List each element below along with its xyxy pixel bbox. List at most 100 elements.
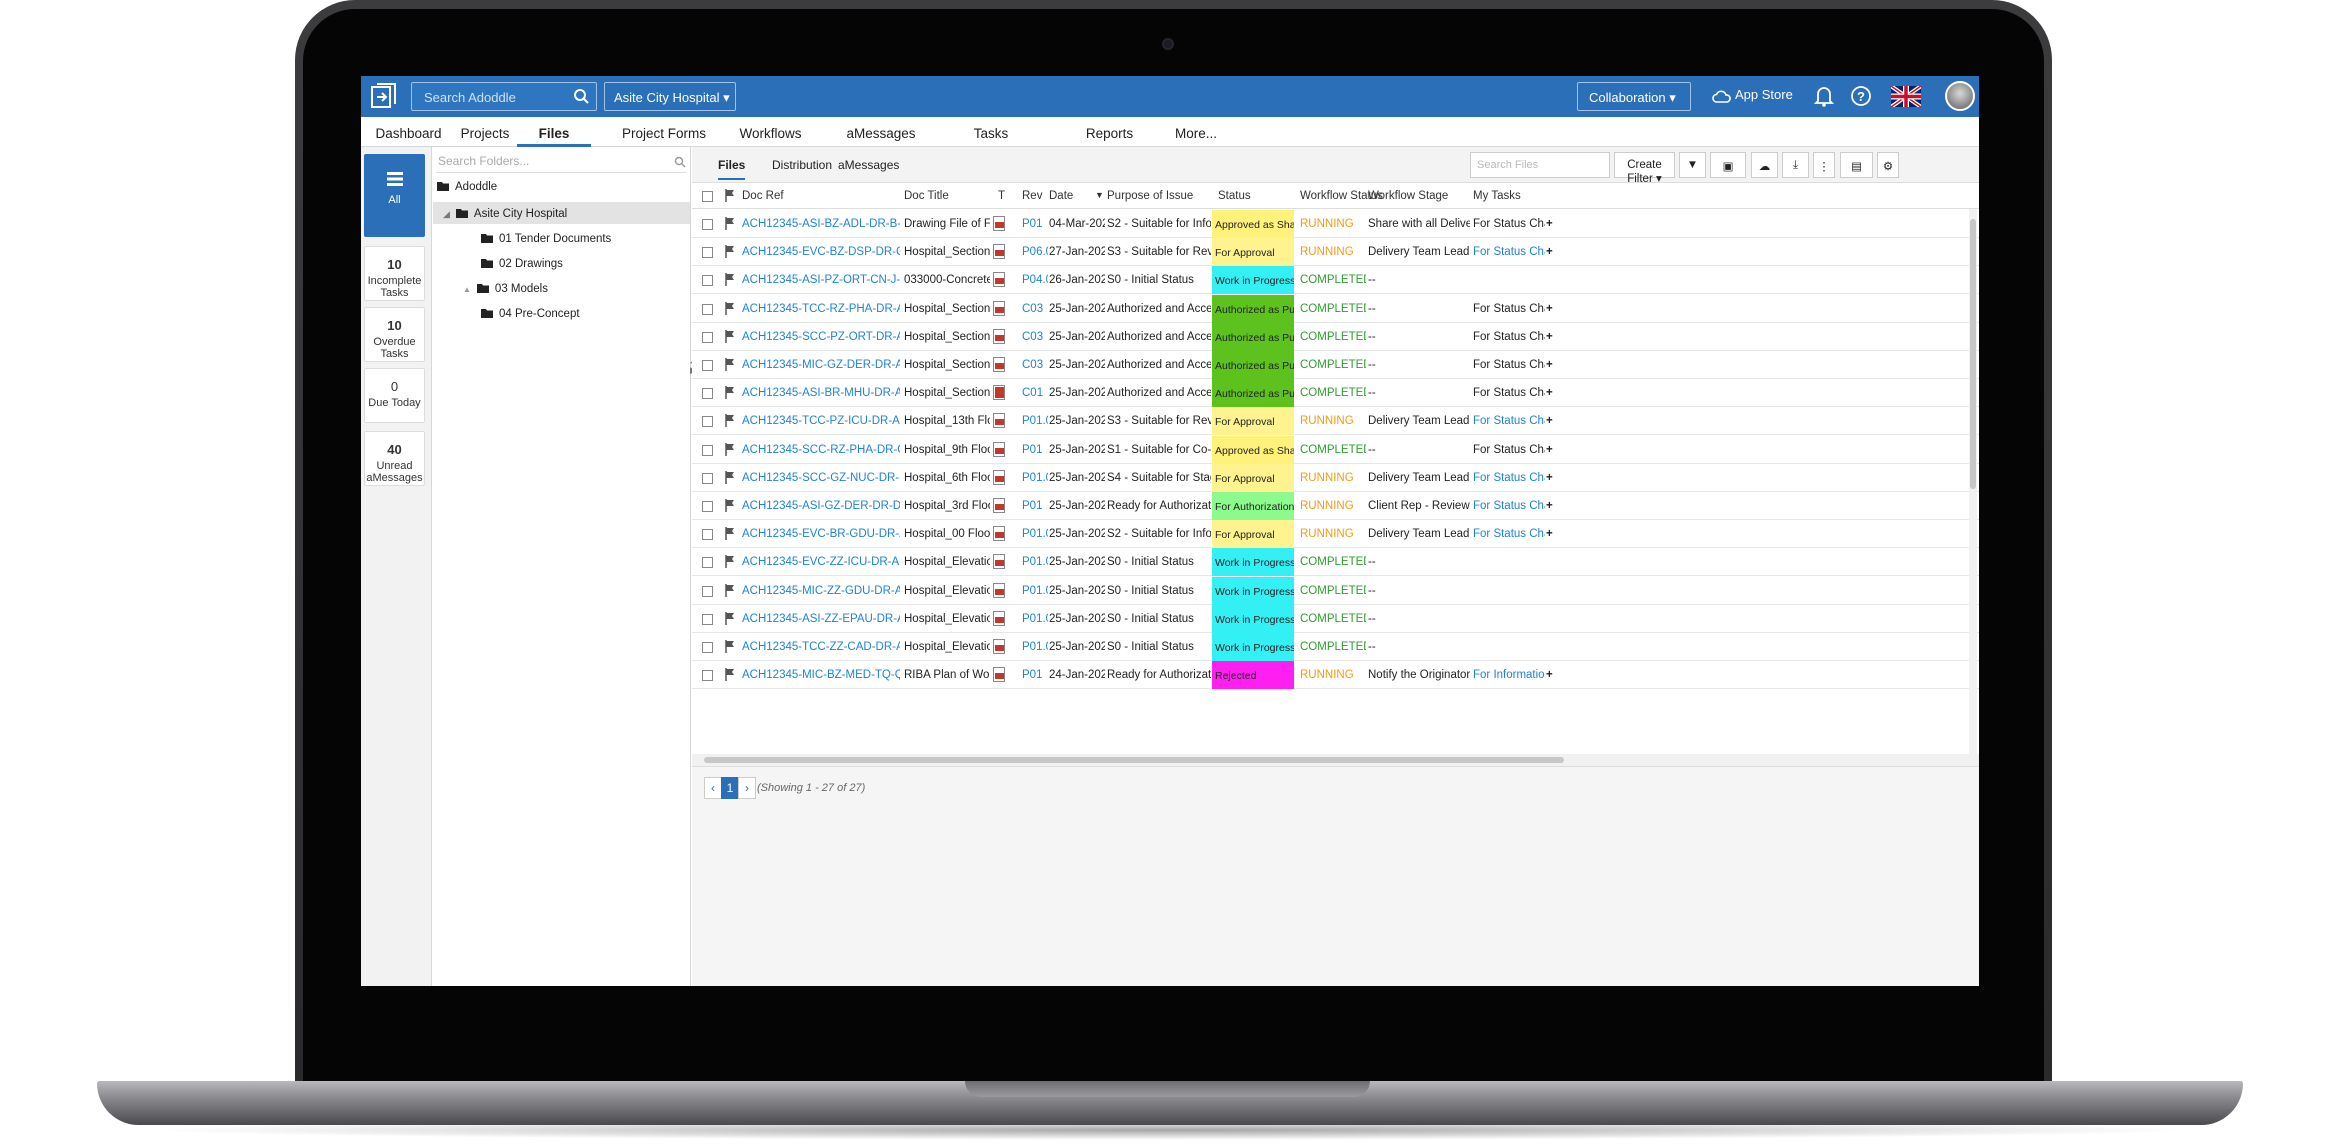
status-badge[interactable]: For Approval	[1212, 520, 1294, 549]
row-checkbox[interactable]	[702, 275, 713, 287]
doc-ref-link[interactable]: ACH12345-TCC-RZ-PHA-DR-A-0001	[742, 302, 900, 315]
row-checkbox[interactable]	[702, 331, 713, 343]
filter-all-button[interactable]: All	[364, 154, 425, 237]
add-icon[interactable]: +	[1546, 528, 1553, 541]
table-row[interactable]: ACH12345-MIC-BZ-MED-TQ-Q-0001 RIBA Plan o…	[692, 661, 1979, 690]
flag-icon[interactable]	[725, 414, 735, 428]
row-checkbox[interactable]	[702, 303, 713, 315]
status-badge[interactable]: For Approval	[1212, 407, 1294, 436]
search-files-input[interactable]: Search Files	[1470, 152, 1610, 178]
col-date[interactable]: Date	[1049, 190, 1074, 202]
project-selector[interactable]: Asite City Hospital ▾	[604, 82, 736, 111]
revision-link[interactable]: P01	[1022, 443, 1043, 456]
status-badge[interactable]: Authorized as Published	[1212, 322, 1294, 351]
pdf-icon[interactable]	[993, 357, 1005, 372]
pdf-icon[interactable]	[993, 272, 1005, 288]
doc-ref-link[interactable]: ACH12345-EVC-BZ-DSP-DR-C-0001	[742, 246, 900, 259]
collaboration-dropdown[interactable]: Collaboration ▾	[1577, 82, 1691, 111]
col-doc-title[interactable]: Doc Title	[904, 190, 949, 202]
status-badge[interactable]: Work in Progress	[1212, 604, 1294, 633]
export-button[interactable]: ▤	[1840, 152, 1873, 178]
add-icon[interactable]: +	[1546, 471, 1553, 484]
table-row[interactable]: ACH12345-SCC-PZ-ORT-DR-A-0001 Hospital_Se…	[692, 322, 1979, 351]
doc-ref-link[interactable]: ACH12345-TCC-PZ-ICU-DR-A-0001	[742, 415, 900, 428]
bell-icon[interactable]	[1814, 85, 1834, 107]
doc-ref-link[interactable]: ACH12345-ASI-ZZ-EPAU-DR-A-0001	[742, 612, 900, 625]
row-checkbox[interactable]	[702, 416, 713, 428]
revision-link[interactable]: C03	[1022, 359, 1044, 371]
global-search-input[interactable]: Search Adoddle	[411, 82, 597, 111]
status-badge[interactable]: Work in Progress	[1212, 576, 1294, 605]
unread-amessages-card[interactable]: 40 Unread aMessages	[364, 431, 425, 486]
folder-search-input[interactable]: Search Folders...	[436, 151, 686, 173]
table-row[interactable]: ACH12345-ASI-BR-MHU-DR-A-0001 Hospital_Se…	[692, 379, 1979, 408]
add-icon[interactable]: +	[1546, 669, 1553, 682]
flag-icon[interactable]	[725, 668, 735, 682]
doc-ref-link[interactable]: ACH12345-EVC-BR-GDU-DR-A-0001	[742, 528, 900, 541]
row-checkbox[interactable]	[702, 247, 713, 259]
flag-icon[interactable]	[725, 527, 735, 541]
status-badge[interactable]: Authorized as Published	[1212, 351, 1294, 379]
add-icon[interactable]: +	[1546, 302, 1553, 315]
table-row[interactable]: ACH12345-ASI-ZZ-EPAU-DR-A-0001 Hospital_E…	[692, 604, 1979, 633]
flag-icon[interactable]	[725, 217, 735, 230]
table-row[interactable]: ACH12345-EVC-ZZ-ICU-DR-A-0001 Hospital_El…	[692, 548, 1979, 577]
revision-link[interactable]: P06.01	[1022, 246, 1048, 259]
status-badge[interactable]: For Authorization	[1212, 492, 1294, 520]
my-task[interactable]: For Status Change	[1473, 246, 1545, 259]
row-checkbox[interactable]	[702, 444, 713, 456]
more-actions-button[interactable]: ⋮	[1813, 152, 1835, 178]
row-checkbox[interactable]	[702, 388, 713, 400]
add-icon[interactable]: +	[1546, 443, 1553, 456]
table-row[interactable]: ACH12345-EVC-BZ-DSP-DR-C-0001 Hospital_Se…	[692, 238, 1979, 267]
incomplete-tasks-card[interactable]: 10 Incomplete Tasks	[364, 246, 425, 301]
doc-ref-link[interactable]: ACH12345-SCC-PZ-ORT-DR-A-0001	[742, 330, 900, 343]
status-badge[interactable]: Approved as Shared	[1212, 210, 1294, 238]
revision-link[interactable]: P01.01	[1022, 584, 1048, 597]
upload-button[interactable]: ☁	[1751, 152, 1778, 178]
col-workflow-status[interactable]: Workflow Status	[1300, 190, 1383, 202]
status-badge[interactable]: Approved as Shared	[1212, 435, 1294, 464]
doc-ref-link[interactable]: ACH12345-EVC-ZZ-ICU-DR-A-0001	[742, 556, 900, 569]
table-row[interactable]: ACH12345-MIC-GZ-DER-DR-A-0001 Hospital_Se…	[692, 351, 1979, 379]
status-badge[interactable]: For Approval	[1212, 463, 1294, 492]
next-page-button[interactable]: ›	[738, 777, 756, 799]
overdue-tasks-card[interactable]: 10 Overdue Tasks	[364, 307, 425, 362]
table-row[interactable]: ACH12345-TCC-RZ-PHA-DR-A-0001 Hospital_Se…	[692, 294, 1979, 323]
add-icon[interactable]: +	[1546, 246, 1553, 259]
col-type[interactable]: T	[998, 190, 1006, 202]
add-icon[interactable]: +	[1546, 415, 1553, 428]
flag-icon[interactable]	[725, 301, 735, 315]
revision-link[interactable]: P01.01	[1022, 471, 1048, 484]
add-icon[interactable]: +	[1546, 330, 1553, 343]
vertical-scrollbar[interactable]	[1969, 209, 1977, 754]
pdf-icon[interactable]	[993, 300, 1005, 316]
pdf-icon[interactable]	[993, 554, 1005, 570]
tab-reports[interactable]: Reports	[1085, 126, 1134, 141]
search-icon[interactable]	[674, 156, 686, 168]
pdf-icon[interactable]	[993, 667, 1005, 683]
subtab-files[interactable]: Files	[718, 158, 746, 180]
col-status[interactable]: Status	[1218, 190, 1251, 202]
select-all-checkbox[interactable]	[702, 191, 713, 202]
pdf-icon[interactable]	[993, 244, 1005, 260]
doc-ref-link[interactable]: ACH12345-ASI-BZ-ADL-DR-B-0001	[742, 218, 900, 230]
flag-icon[interactable]	[725, 611, 735, 625]
row-checkbox[interactable]	[702, 219, 713, 230]
page-1-button[interactable]: 1	[721, 777, 739, 799]
tab-amessages[interactable]: aMessages	[846, 126, 916, 141]
scroll-thumb[interactable]	[704, 757, 1564, 763]
row-checkbox[interactable]	[702, 585, 713, 597]
add-icon[interactable]: +	[1546, 359, 1553, 371]
create-filter-button[interactable]: Create Filter ▾	[1614, 152, 1675, 185]
revision-link[interactable]: P01	[1022, 669, 1043, 682]
download-button[interactable]: ⤓	[1782, 152, 1809, 178]
row-checkbox[interactable]	[702, 501, 713, 512]
add-icon[interactable]: +	[1546, 218, 1553, 230]
table-row[interactable]: ACH12345-TCC-PZ-ICU-DR-A-0001 Hospital_13…	[692, 407, 1979, 436]
my-task[interactable]: For Information	[1473, 669, 1545, 682]
row-checkbox[interactable]	[702, 670, 713, 682]
flag-icon[interactable]	[725, 329, 735, 343]
table-row[interactable]: ACH12345-ASI-PZ-ORT-CN-J-0001 033000-Conc…	[692, 266, 1979, 295]
table-row[interactable]: ACH12345-SCC-RZ-PHA-DR-G-0001 Hospital_9t…	[692, 435, 1979, 464]
